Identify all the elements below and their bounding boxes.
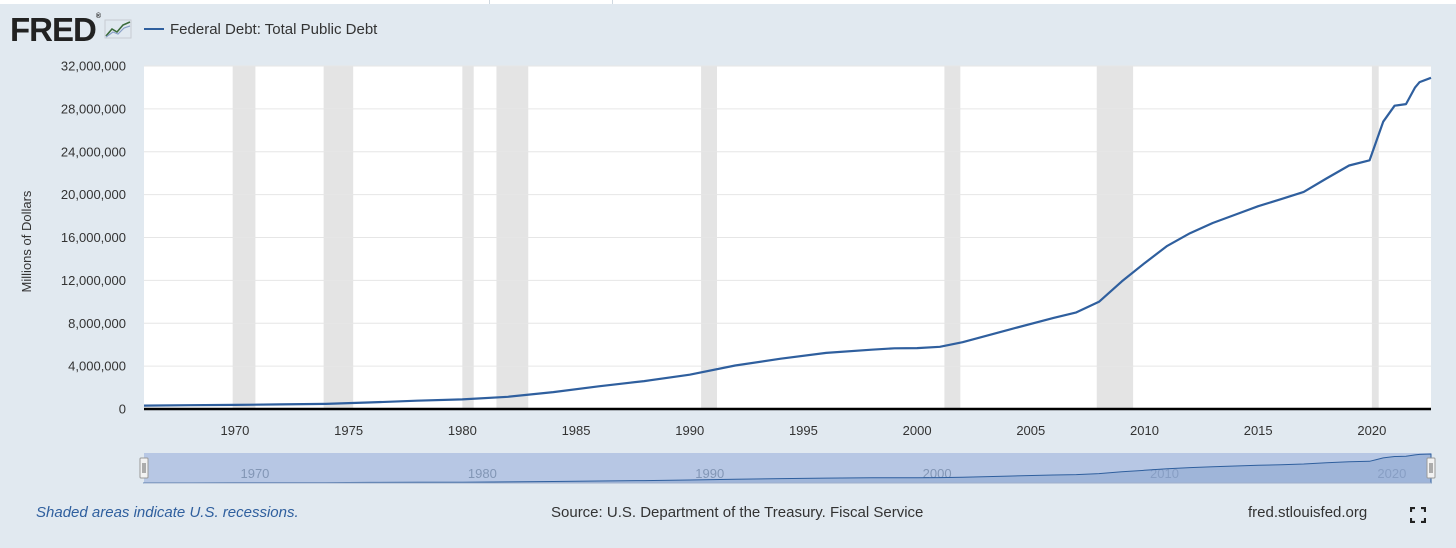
fred-logo-registered: ® <box>95 12 101 20</box>
chart-header: FRED® Federal Debt: Total Public Debt <box>10 12 377 46</box>
x-tick-label: 1990 <box>675 423 704 438</box>
series-line[interactable] <box>143 76 1432 407</box>
fred-logo-chart-icon <box>104 19 132 39</box>
x-tick-label: 1985 <box>562 423 591 438</box>
navigator-handle[interactable] <box>1426 457 1436 479</box>
fred-logo-text: FRED <box>10 10 97 48</box>
y-tick-label: 32,000,000 <box>61 59 126 74</box>
x-tick-label: 2020 <box>1357 423 1386 438</box>
fred-logo[interactable]: FRED® <box>10 10 101 48</box>
x-tick-label: 1995 <box>789 423 818 438</box>
navigator-tick-label: 1990 <box>695 466 724 481</box>
x-tick-label: 1975 <box>334 423 363 438</box>
fullscreen-icon[interactable] <box>1410 507 1426 523</box>
navigator-tick-label: 1980 <box>468 466 497 481</box>
navigator-handle[interactable] <box>139 457 149 479</box>
y-tick-label: 20,000,000 <box>61 187 126 202</box>
legend-series-label: Federal Debt: Total Public Debt <box>170 20 378 38</box>
y-tick-label: 12,000,000 <box>61 273 126 288</box>
navigator-series-area <box>143 453 1432 484</box>
top-strip-divider <box>612 0 613 4</box>
site-link[interactable]: fred.stlouisfed.org <box>1248 504 1368 521</box>
top-strip <box>0 0 1456 4</box>
x-tick-label: 1970 <box>220 423 249 438</box>
x-tick-label: 2015 <box>1244 423 1273 438</box>
y-tick-label: 28,000,000 <box>61 101 126 116</box>
navigator-tick-label: 1970 <box>240 466 269 481</box>
source-note: Source: U.S. Department of the Treasury.… <box>551 504 924 521</box>
x-tick-label: 2005 <box>1016 423 1045 438</box>
y-axis-label: Millions of Dollars <box>19 190 34 292</box>
y-tick-label: 4,000,000 <box>68 359 126 374</box>
recession-note: Shaded areas indicate U.S. recessions. <box>36 504 299 521</box>
y-tick-label: 0 <box>119 402 126 417</box>
x-tick-label: 1980 <box>448 423 477 438</box>
y-tick-label: 24,000,000 <box>61 144 126 159</box>
y-tick-label: 16,000,000 <box>61 230 126 245</box>
chart-legend[interactable]: Federal Debt: Total Public Debt <box>144 21 377 38</box>
top-strip-divider <box>489 0 490 4</box>
x-tick-label: 2000 <box>903 423 932 438</box>
legend-line-swatch <box>144 28 165 30</box>
x-tick-label: 2010 <box>1130 423 1159 438</box>
y-tick-label: 8,000,000 <box>68 316 126 331</box>
